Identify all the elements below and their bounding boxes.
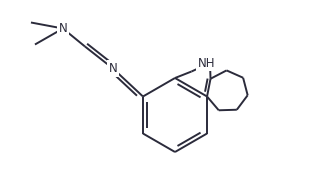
Text: N: N [59, 22, 67, 35]
Text: N: N [109, 62, 117, 75]
Text: NH: NH [198, 57, 216, 69]
